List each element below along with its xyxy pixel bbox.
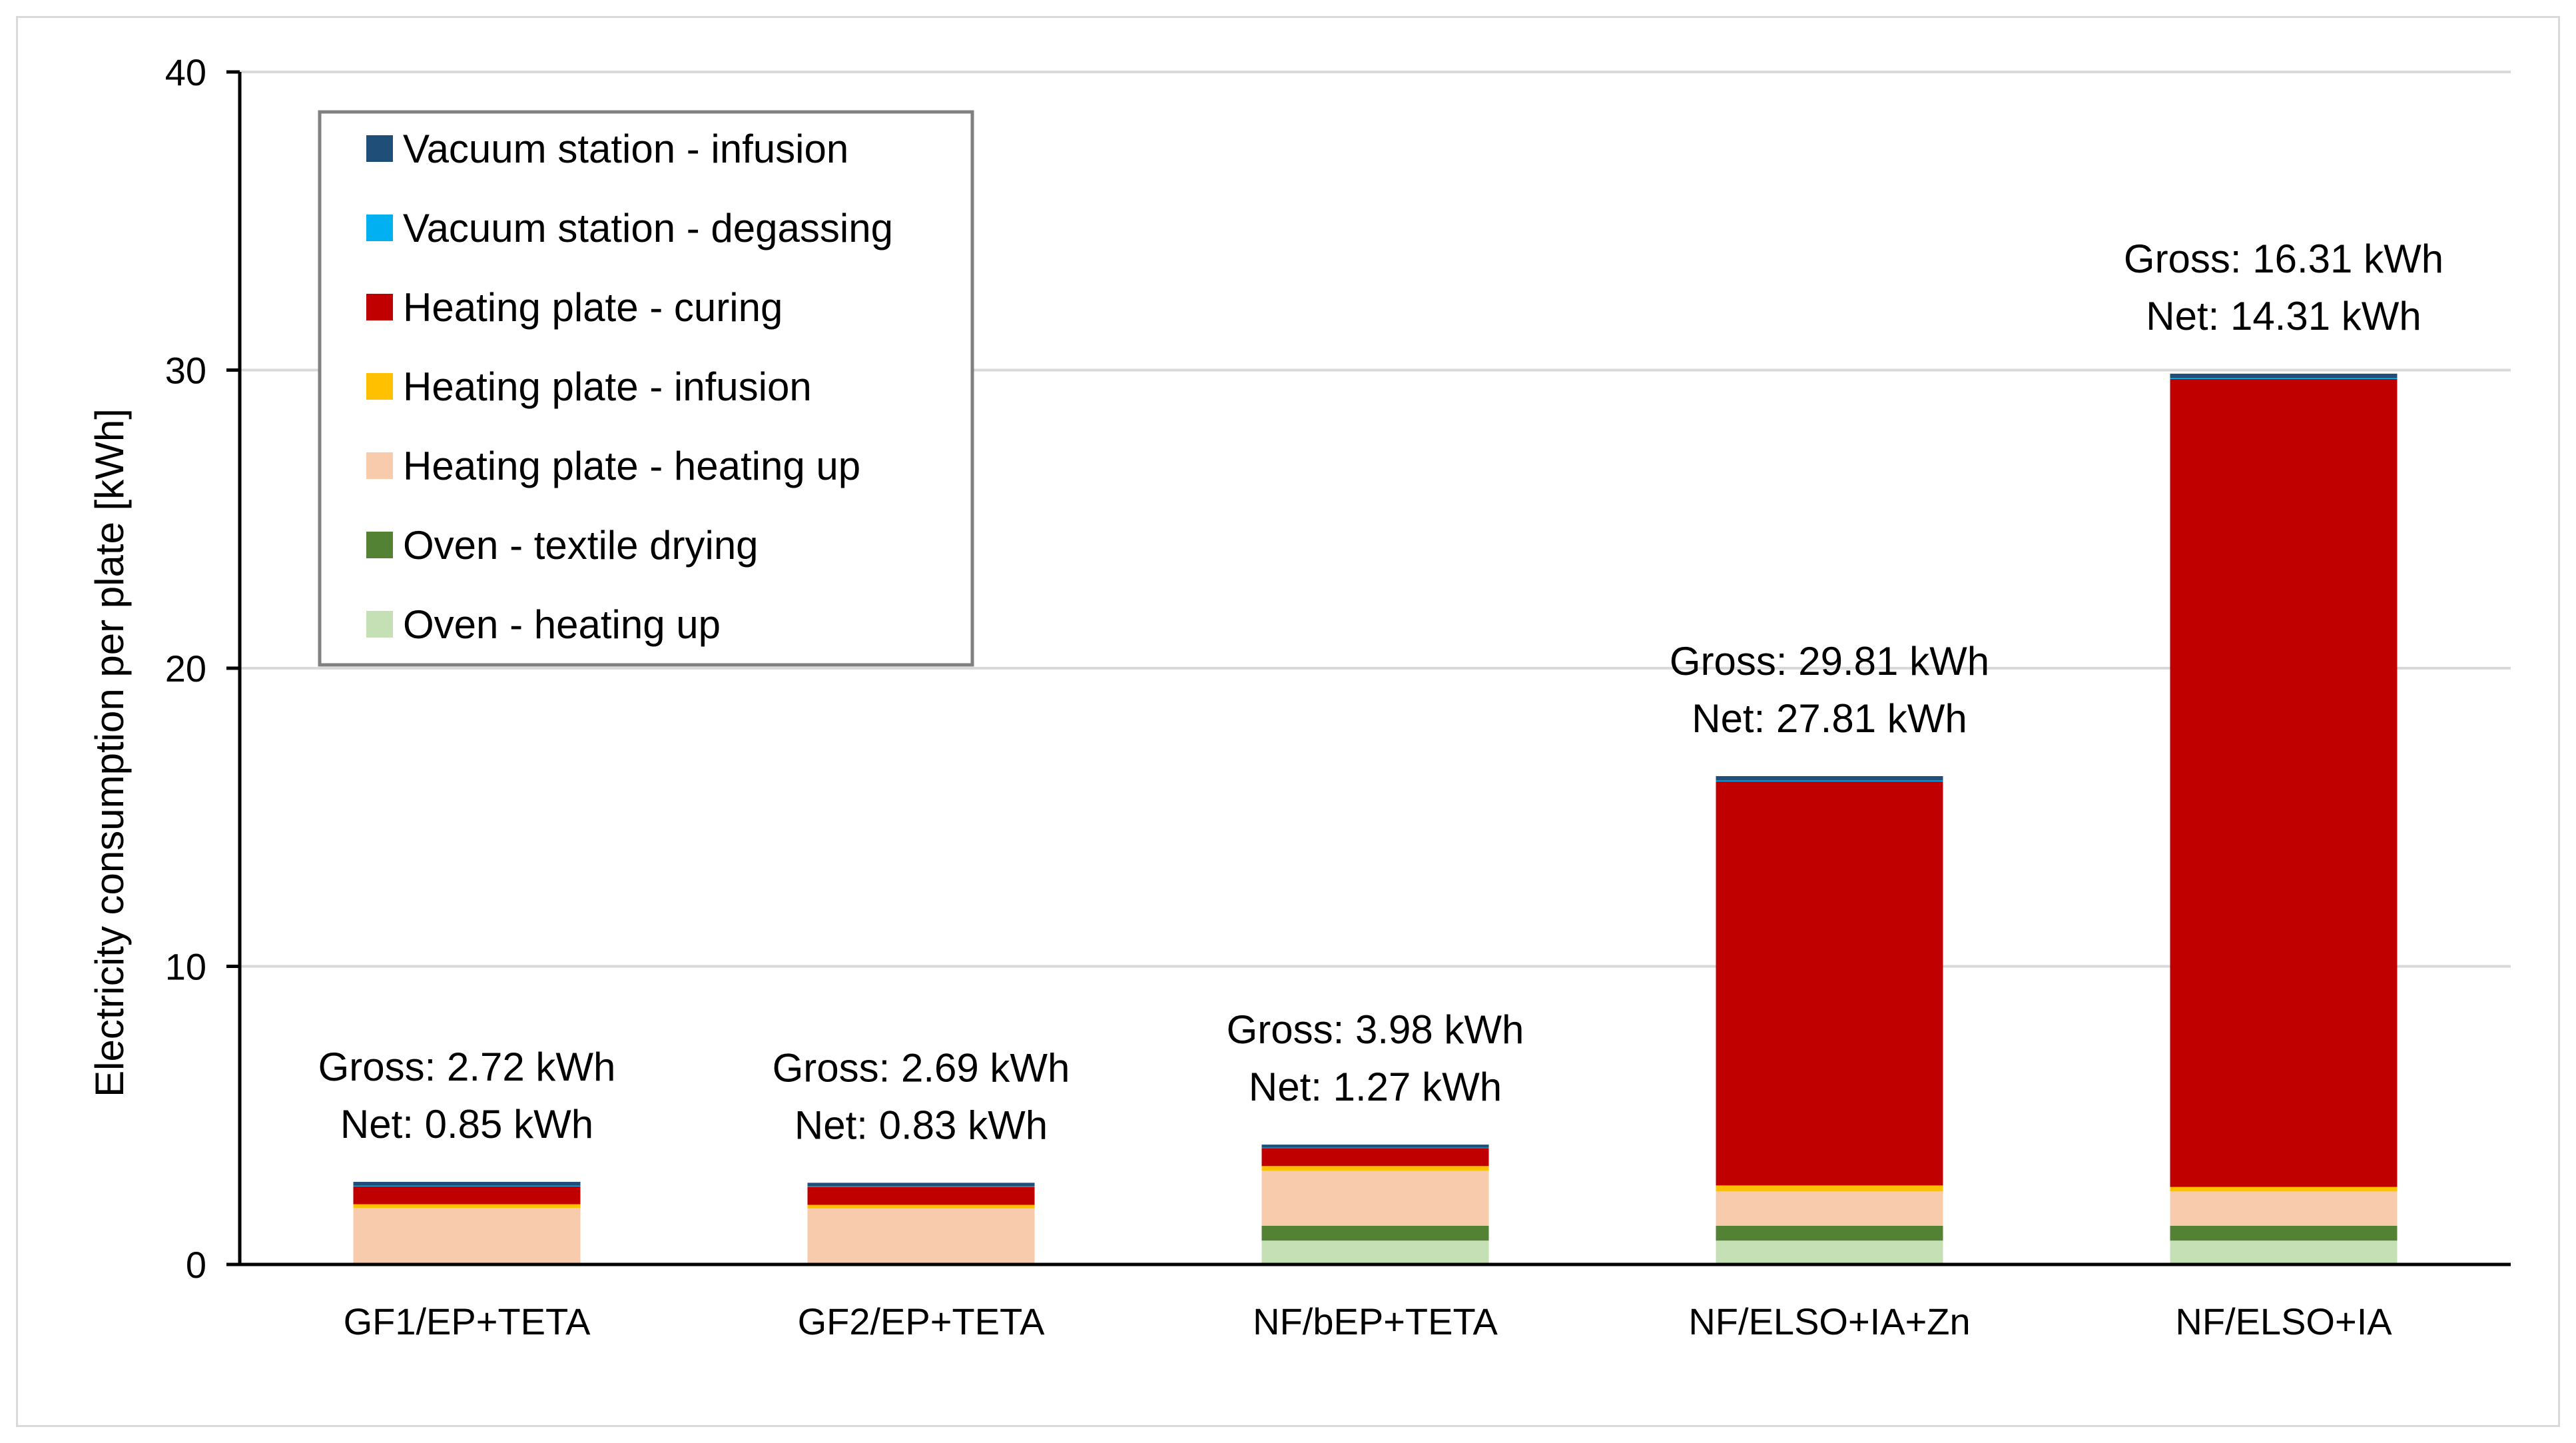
y-axis-label: Electricity consumption per plate [kWh] xyxy=(87,408,132,1097)
legend-item-label: Heating plate - heating up xyxy=(403,444,860,488)
bar-segment xyxy=(807,1204,1035,1208)
y-tick-label: 20 xyxy=(165,648,206,690)
legend-swatch xyxy=(366,452,393,479)
bar-segment xyxy=(1261,1225,1489,1241)
bar-segment xyxy=(2170,1187,2398,1192)
gross-label: Gross: 29.81 kWh xyxy=(1670,639,1989,684)
x-tick-label: NF/ELSO+IA xyxy=(2175,1300,2392,1342)
y-tick-label: 30 xyxy=(165,350,206,392)
gross-label: Gross: 2.72 kWh xyxy=(318,1045,616,1089)
bar-segment xyxy=(1261,1145,1489,1148)
legend-swatch xyxy=(366,215,393,241)
bar-segment xyxy=(1716,775,1943,781)
gross-label: Gross: 16.31 kWh xyxy=(2124,237,2443,281)
bar-segment xyxy=(1261,1148,1489,1167)
bar-segment xyxy=(1716,1191,1943,1226)
x-tick-label: NF/ELSO+IA+Zn xyxy=(1688,1300,1970,1342)
bar-segment xyxy=(2170,1191,2398,1226)
net-label: Net: 27.81 kWh xyxy=(1692,696,1967,741)
gross-label: Gross: 2.69 kWh xyxy=(773,1045,1070,1090)
bar-segment xyxy=(807,1183,1035,1187)
legend-swatch xyxy=(366,135,393,162)
bar-segment xyxy=(353,1185,581,1187)
x-tick-label: NF/bEP+TETA xyxy=(1253,1300,1498,1342)
bar-segment xyxy=(2170,1225,2398,1241)
legend-swatch xyxy=(366,373,393,400)
bar-segment xyxy=(353,1204,581,1208)
legend-item-label: Vacuum station - degassing xyxy=(403,206,893,250)
x-axis-labels: GF1/EP+TETA GF2/EP+TETA NF/bEP+TETA NF/ELSO… xyxy=(344,1300,2393,1342)
y-tick-label: 10 xyxy=(165,946,206,988)
bar-annotations: Gross: 2.72 kWh Net: 0.85 kWh Gross: 2.69 … xyxy=(318,237,2444,1148)
bar-segment xyxy=(1716,1240,1943,1264)
legend-item-label: Oven - heating up xyxy=(403,602,721,647)
bar-segment xyxy=(2170,1240,2398,1264)
net-label: Net: 0.85 kWh xyxy=(340,1102,593,1147)
bar-segment xyxy=(2170,378,2398,1187)
legend-box xyxy=(318,110,974,667)
legend-item-label: Vacuum station - infusion xyxy=(403,127,848,171)
legend-item-label: Heating plate - curing xyxy=(403,285,783,330)
legend-item-label: Oven - textile drying xyxy=(403,523,759,568)
bar-segment xyxy=(353,1182,581,1186)
bar-segment xyxy=(353,1207,581,1264)
bar-segment xyxy=(2170,378,2398,379)
bar-segment xyxy=(1716,781,1943,1186)
net-label: Net: 0.83 kWh xyxy=(795,1103,1048,1147)
x-tick-label: GF2/EP+TETA xyxy=(798,1300,1045,1342)
legend-item-label: Heating plate - infusion xyxy=(403,364,812,409)
net-label: Net: 1.27 kWh xyxy=(1249,1065,1502,1109)
y-tick-label: 0 xyxy=(186,1244,206,1286)
y-tick-label: 40 xyxy=(165,51,206,93)
bar-segment xyxy=(1716,1185,1943,1192)
bar-segment xyxy=(807,1187,1035,1205)
bar-segment xyxy=(2170,373,2398,378)
y-axis-ticks: 0 10 20 30 40 xyxy=(165,51,240,1286)
bar-segment xyxy=(1261,1240,1489,1264)
bar-segment xyxy=(1261,1171,1489,1226)
bar-segment xyxy=(353,1186,581,1204)
bar-segment xyxy=(1261,1166,1489,1171)
bar-segment xyxy=(1716,1225,1943,1241)
legend-swatch xyxy=(366,611,393,638)
legend-swatch xyxy=(366,294,393,320)
legend: Vacuum station - infusion Vacuum station … xyxy=(318,110,974,667)
x-tick-label: GF1/EP+TETA xyxy=(344,1300,591,1342)
bars xyxy=(353,373,2398,1264)
bar-segment xyxy=(1261,1147,1489,1149)
net-label: Net: 14.31 kWh xyxy=(2146,294,2421,338)
gross-label: Gross: 3.98 kWh xyxy=(1227,1007,1524,1052)
legend-swatch xyxy=(366,532,393,558)
bar-segment xyxy=(807,1208,1035,1264)
